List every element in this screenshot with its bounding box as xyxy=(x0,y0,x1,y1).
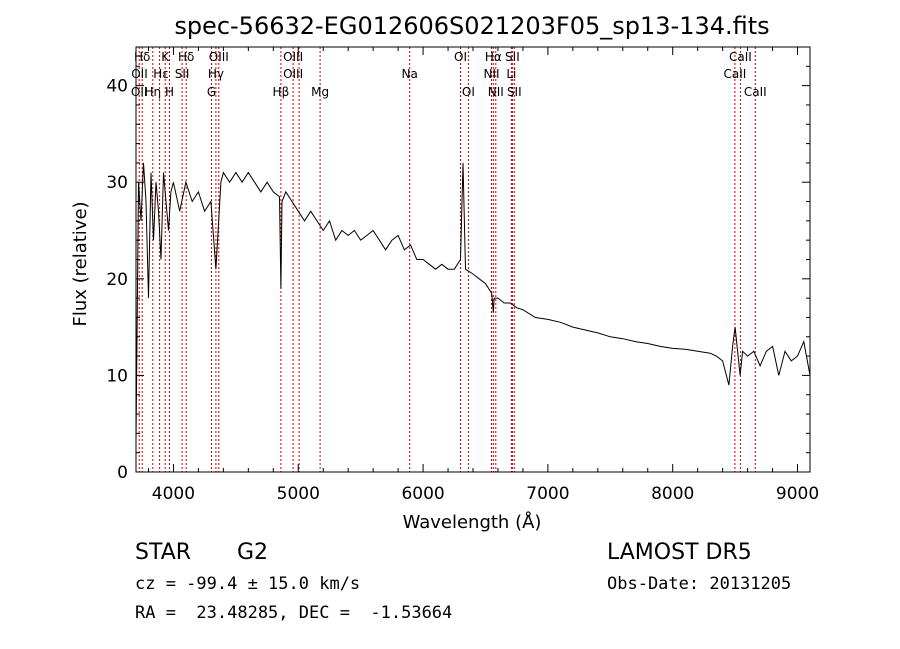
line-label: Mg xyxy=(311,85,329,99)
x-axis-ticks: 4000 5000 6000 7000 8000 9000 xyxy=(147,47,819,504)
y-axis-ticks: 0 10 20 30 40 xyxy=(106,65,810,483)
line-label: OIII xyxy=(283,67,303,81)
line-label: Hγ xyxy=(208,67,224,81)
x-tick-label: 5000 xyxy=(277,484,320,504)
line-label: OIII xyxy=(283,50,303,64)
line-label: NII xyxy=(483,67,499,81)
y-axis-label: Flux (relative) xyxy=(70,201,91,326)
object-subclass: G2 xyxy=(237,540,269,565)
y-tick-label: 10 xyxy=(106,366,128,386)
x-axis-label: Wavelength (Å) xyxy=(403,511,542,533)
line-label: Hδ xyxy=(178,50,194,64)
x-tick-label: 7000 xyxy=(526,484,569,504)
spectrum-plot: spec-56632-EG012606S021203F05_sp13-134.f… xyxy=(70,12,819,533)
x-tick-label: 8000 xyxy=(651,484,694,504)
line-label: OI xyxy=(462,85,475,99)
survey-name: LAMOST DR5 xyxy=(607,540,752,565)
line-label: Na xyxy=(402,67,418,81)
line-label: Hδ xyxy=(134,50,150,64)
spectrum-line xyxy=(135,162,811,444)
line-label: CaII xyxy=(744,85,767,99)
line-label: Hε xyxy=(153,67,169,81)
y-tick-label: 20 xyxy=(106,270,128,290)
y-tick-label: 0 xyxy=(117,463,128,483)
line-label: Hα xyxy=(485,50,502,64)
spectral-line-markers xyxy=(138,47,756,472)
object-class: STAR xyxy=(135,540,192,565)
line-label: K xyxy=(161,50,170,64)
coordinates: RA = 23.48285, DEC = -1.53664 xyxy=(135,603,453,623)
y-tick-label: 40 xyxy=(106,77,128,97)
x-tick-label: 4000 xyxy=(152,484,195,504)
line-label: Hβ xyxy=(273,85,290,99)
line-label: NII xyxy=(488,85,504,99)
redshift-velocity: cz = -99.4 ± 15.0 km/s xyxy=(135,574,361,594)
line-label: Hη xyxy=(144,85,161,99)
line-label: SII xyxy=(505,50,520,64)
x-tick-label: 9000 xyxy=(776,484,819,504)
line-label: OIII xyxy=(209,50,229,64)
line-label: Li xyxy=(506,67,516,81)
x-tick-label: 6000 xyxy=(401,484,444,504)
line-label: CaII xyxy=(723,67,746,81)
y-tick-label: 30 xyxy=(106,173,128,193)
line-label: H xyxy=(165,85,174,99)
line-label: OI xyxy=(454,50,467,64)
line-label: OII xyxy=(131,85,148,99)
chart-title: spec-56632-EG012606S021203F05_sp13-134.f… xyxy=(174,12,769,40)
line-label: SII xyxy=(175,67,190,81)
line-label: CaII xyxy=(729,50,752,64)
plot-frame xyxy=(135,46,811,473)
line-label: G xyxy=(207,85,216,99)
line-label: SII xyxy=(507,85,522,99)
line-label: OII xyxy=(131,67,148,81)
observation-date: Obs-Date: 20131205 xyxy=(607,574,792,594)
